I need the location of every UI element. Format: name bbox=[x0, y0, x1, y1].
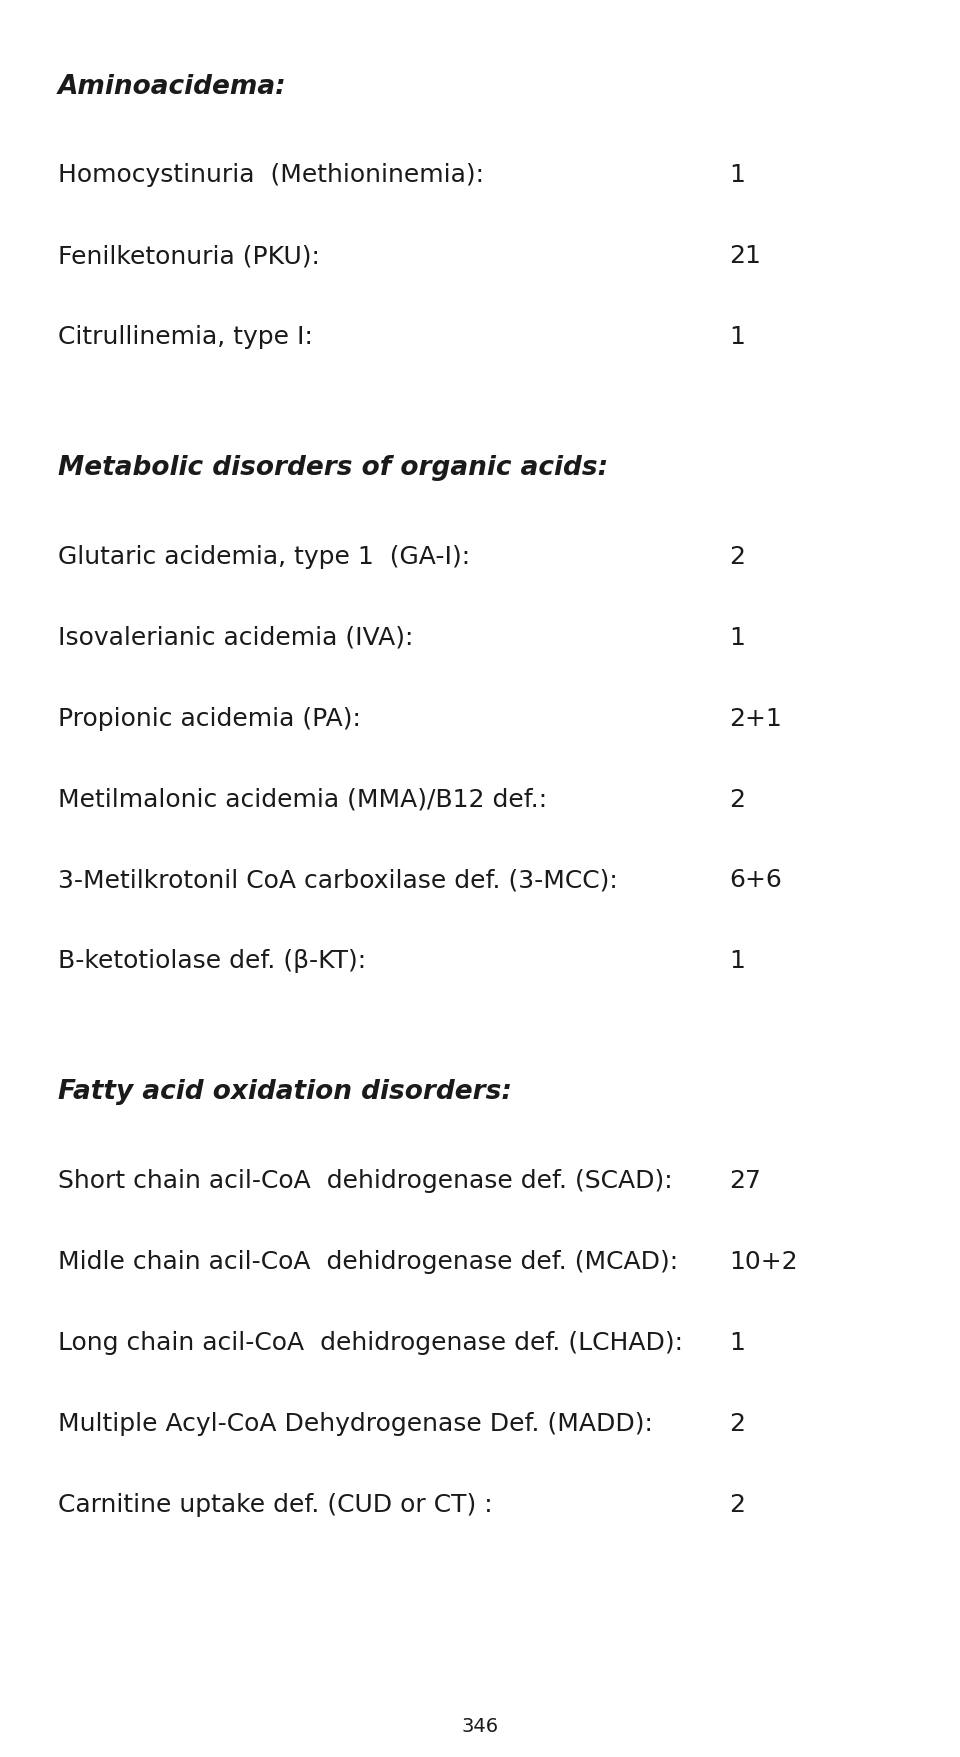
Text: Homocystinuria  (Methioninemia):: Homocystinuria (Methioninemia): bbox=[58, 163, 484, 188]
Text: 1: 1 bbox=[730, 325, 746, 350]
Text: Multiple Acyl-CoA Dehydrogenase Def. (MADD):: Multiple Acyl-CoA Dehydrogenase Def. (MA… bbox=[58, 1411, 653, 1435]
Text: Short chain acil-CoA  dehidrogenase def. (SCAD):: Short chain acil-CoA dehidrogenase def. … bbox=[58, 1168, 672, 1193]
Text: 3-Metilkrotonil CoA carboxilase def. (3-MCC):: 3-Metilkrotonil CoA carboxilase def. (3-… bbox=[58, 868, 617, 893]
Text: 1: 1 bbox=[730, 163, 746, 188]
Text: Glutaric acidemia, type 1  (GA-I):: Glutaric acidemia, type 1 (GA-I): bbox=[58, 545, 469, 569]
Text: 27: 27 bbox=[730, 1168, 761, 1193]
Text: Aminoacidema:: Aminoacidema: bbox=[58, 74, 286, 100]
Text: 1: 1 bbox=[730, 625, 746, 650]
Text: Propionic acidemia (PA):: Propionic acidemia (PA): bbox=[58, 706, 360, 731]
Text: B-ketotiolase def. (β-KT):: B-ketotiolase def. (β-KT): bbox=[58, 949, 366, 973]
Text: Metilmalonic acidemia (MMA)/B12 def.:: Metilmalonic acidemia (MMA)/B12 def.: bbox=[58, 787, 547, 812]
Text: 1: 1 bbox=[730, 949, 746, 973]
Text: Midle chain acil-CoA  dehidrogenase def. (MCAD):: Midle chain acil-CoA dehidrogenase def. … bbox=[58, 1249, 678, 1274]
Text: Citrullinemia, type I:: Citrullinemia, type I: bbox=[58, 325, 312, 350]
Text: Fenilketonuria (PKU):: Fenilketonuria (PKU): bbox=[58, 244, 320, 269]
Text: 2+1: 2+1 bbox=[730, 706, 782, 731]
Text: 6+6: 6+6 bbox=[730, 868, 782, 893]
Text: 10+2: 10+2 bbox=[730, 1249, 798, 1274]
Text: 2: 2 bbox=[730, 1411, 746, 1435]
Text: 346: 346 bbox=[462, 1717, 498, 1734]
Text: Carnitine uptake def. (CUD or CT) :: Carnitine uptake def. (CUD or CT) : bbox=[58, 1492, 492, 1516]
Text: 21: 21 bbox=[730, 244, 761, 269]
Text: Isovalerianic acidemia (IVA):: Isovalerianic acidemia (IVA): bbox=[58, 625, 413, 650]
Text: 2: 2 bbox=[730, 1492, 746, 1516]
Text: Metabolic disorders of organic acids:: Metabolic disorders of organic acids: bbox=[58, 455, 608, 481]
Text: 1: 1 bbox=[730, 1330, 746, 1355]
Text: Fatty acid oxidation disorders:: Fatty acid oxidation disorders: bbox=[58, 1079, 512, 1105]
Text: 2: 2 bbox=[730, 787, 746, 812]
Text: 2: 2 bbox=[730, 545, 746, 569]
Text: Long chain acil-CoA  dehidrogenase def. (LCHAD):: Long chain acil-CoA dehidrogenase def. (… bbox=[58, 1330, 683, 1355]
